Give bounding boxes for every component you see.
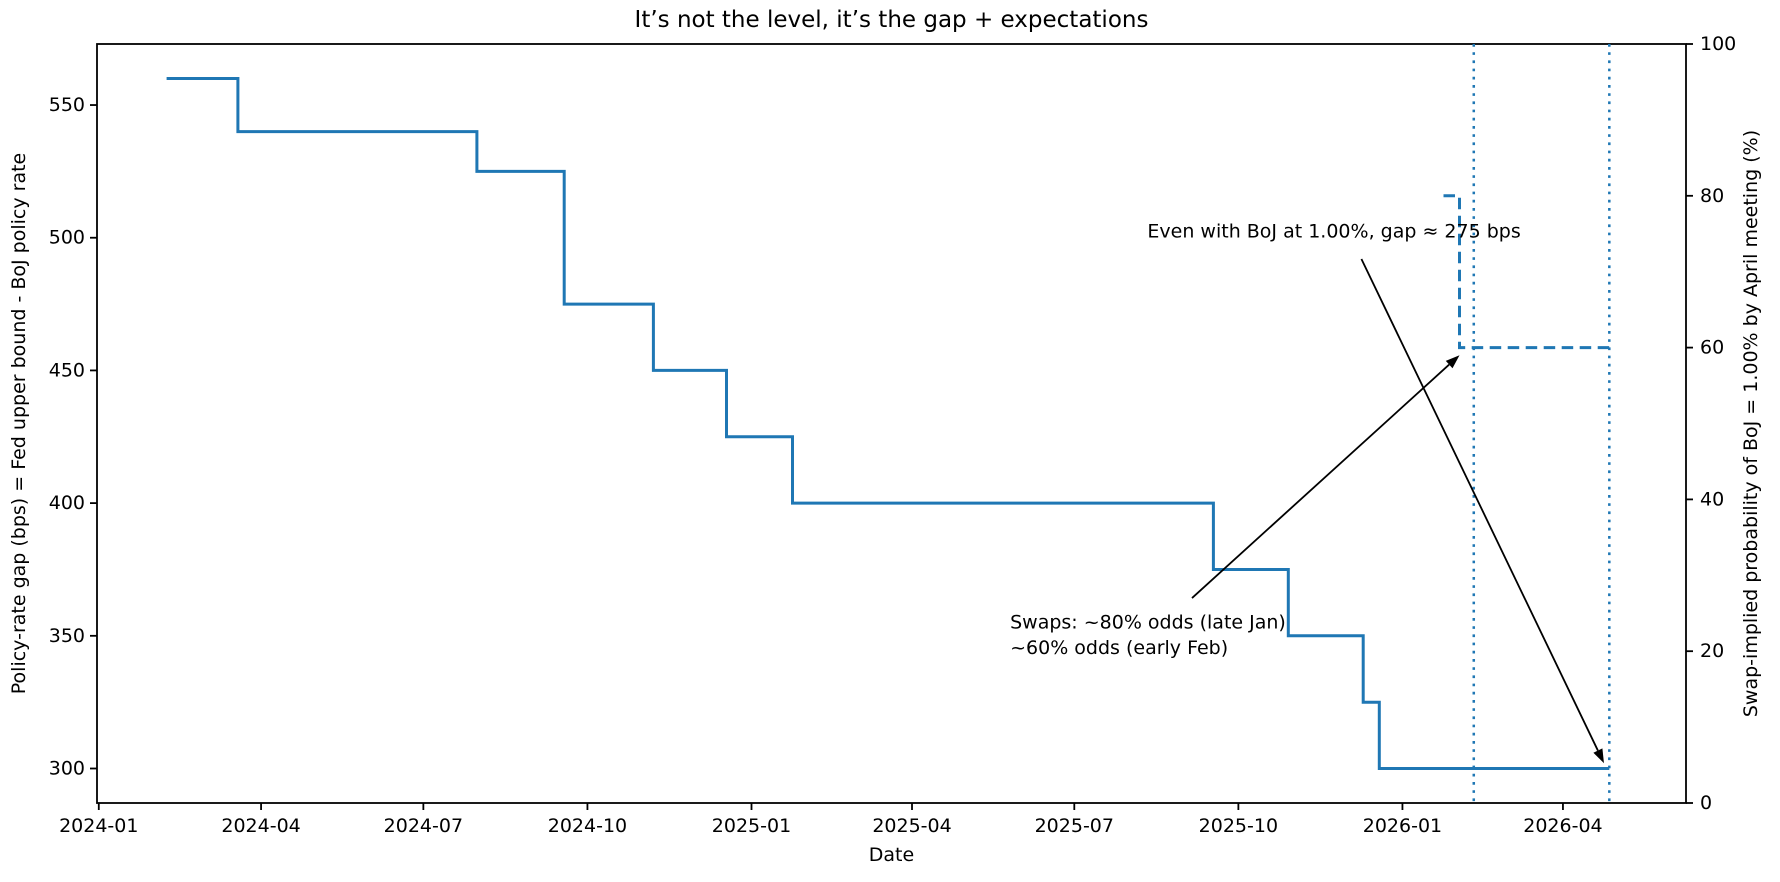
y-right-tick-label: 100	[1700, 33, 1736, 55]
y-axis-right: 0 20 40 60 80 100	[1686, 33, 1736, 814]
x-axis: 2024-01 2024-04 2024-07 2024-10 2025-01 2025-…	[59, 803, 1603, 837]
y-right-tick-label: 20	[1700, 640, 1724, 662]
x-tick-label: 2026-04	[1523, 815, 1602, 837]
y-right-tick-label: 0	[1700, 792, 1712, 814]
y-left-tick-label: 450	[49, 359, 85, 381]
x-tick-label: 2024-10	[548, 815, 627, 837]
x-tick-label: 2024-01	[59, 815, 138, 837]
swap-implied-probability-pct-line	[1443, 194, 1610, 350]
y-axis-label-right: Swap-implied probability of BoJ = 1.00% …	[1740, 130, 1762, 717]
y-left-tick-label: 400	[49, 492, 85, 514]
x-tick-label: 2025-10	[1199, 815, 1278, 837]
annotation-arrow-line	[1191, 363, 1450, 599]
annotation-arrow-head	[1445, 355, 1460, 369]
y-right-tick-label: 40	[1700, 488, 1724, 510]
chart-title: It’s not the level, it’s the gap + expec…	[635, 7, 1149, 33]
annotation-text-swaps-odds: Swaps: ~80% odds (late Jan) ~60% odds (ea…	[1010, 611, 1286, 659]
annotation-swaps-odds: Swaps: ~80% odds (late Jan) ~60% odds (ea…	[1010, 355, 1460, 659]
annotation-arrow-head	[1593, 748, 1604, 764]
y-axis-label-left: Policy-rate gap (bps) = Fed upper bound …	[8, 153, 30, 694]
y-right-tick-label: 60	[1700, 337, 1724, 359]
x-tick-label: 2024-07	[384, 815, 463, 837]
x-tick-label: 2025-04	[872, 815, 951, 837]
x-tick-label: 2026-01	[1363, 815, 1442, 837]
y-left-tick-label: 350	[49, 625, 85, 647]
y-axis-left: 300 350 400 450 500 550	[49, 94, 97, 780]
y-left-tick-label: 300	[49, 758, 85, 780]
annotation-gap-275: Even with BoJ at 1.00%, gap ≈ 275 bps	[1147, 221, 1604, 764]
x-tick-label: 2025-01	[712, 815, 791, 837]
y-left-tick-label: 550	[49, 94, 85, 116]
x-axis-label: Date	[869, 844, 914, 866]
annotation-arrow-line	[1360, 258, 1599, 751]
policy-rate-gap-bps-line	[166, 77, 1610, 770]
x-tick-label: 2024-04	[221, 815, 300, 837]
annotation-text-gap-275: Even with BoJ at 1.00%, gap ≈ 275 bps	[1147, 221, 1520, 243]
y-right-tick-label: 80	[1700, 185, 1724, 207]
y-left-tick-label: 500	[49, 227, 85, 249]
x-tick-label: 2025-07	[1035, 815, 1114, 837]
axes-spines	[96, 43, 1687, 804]
